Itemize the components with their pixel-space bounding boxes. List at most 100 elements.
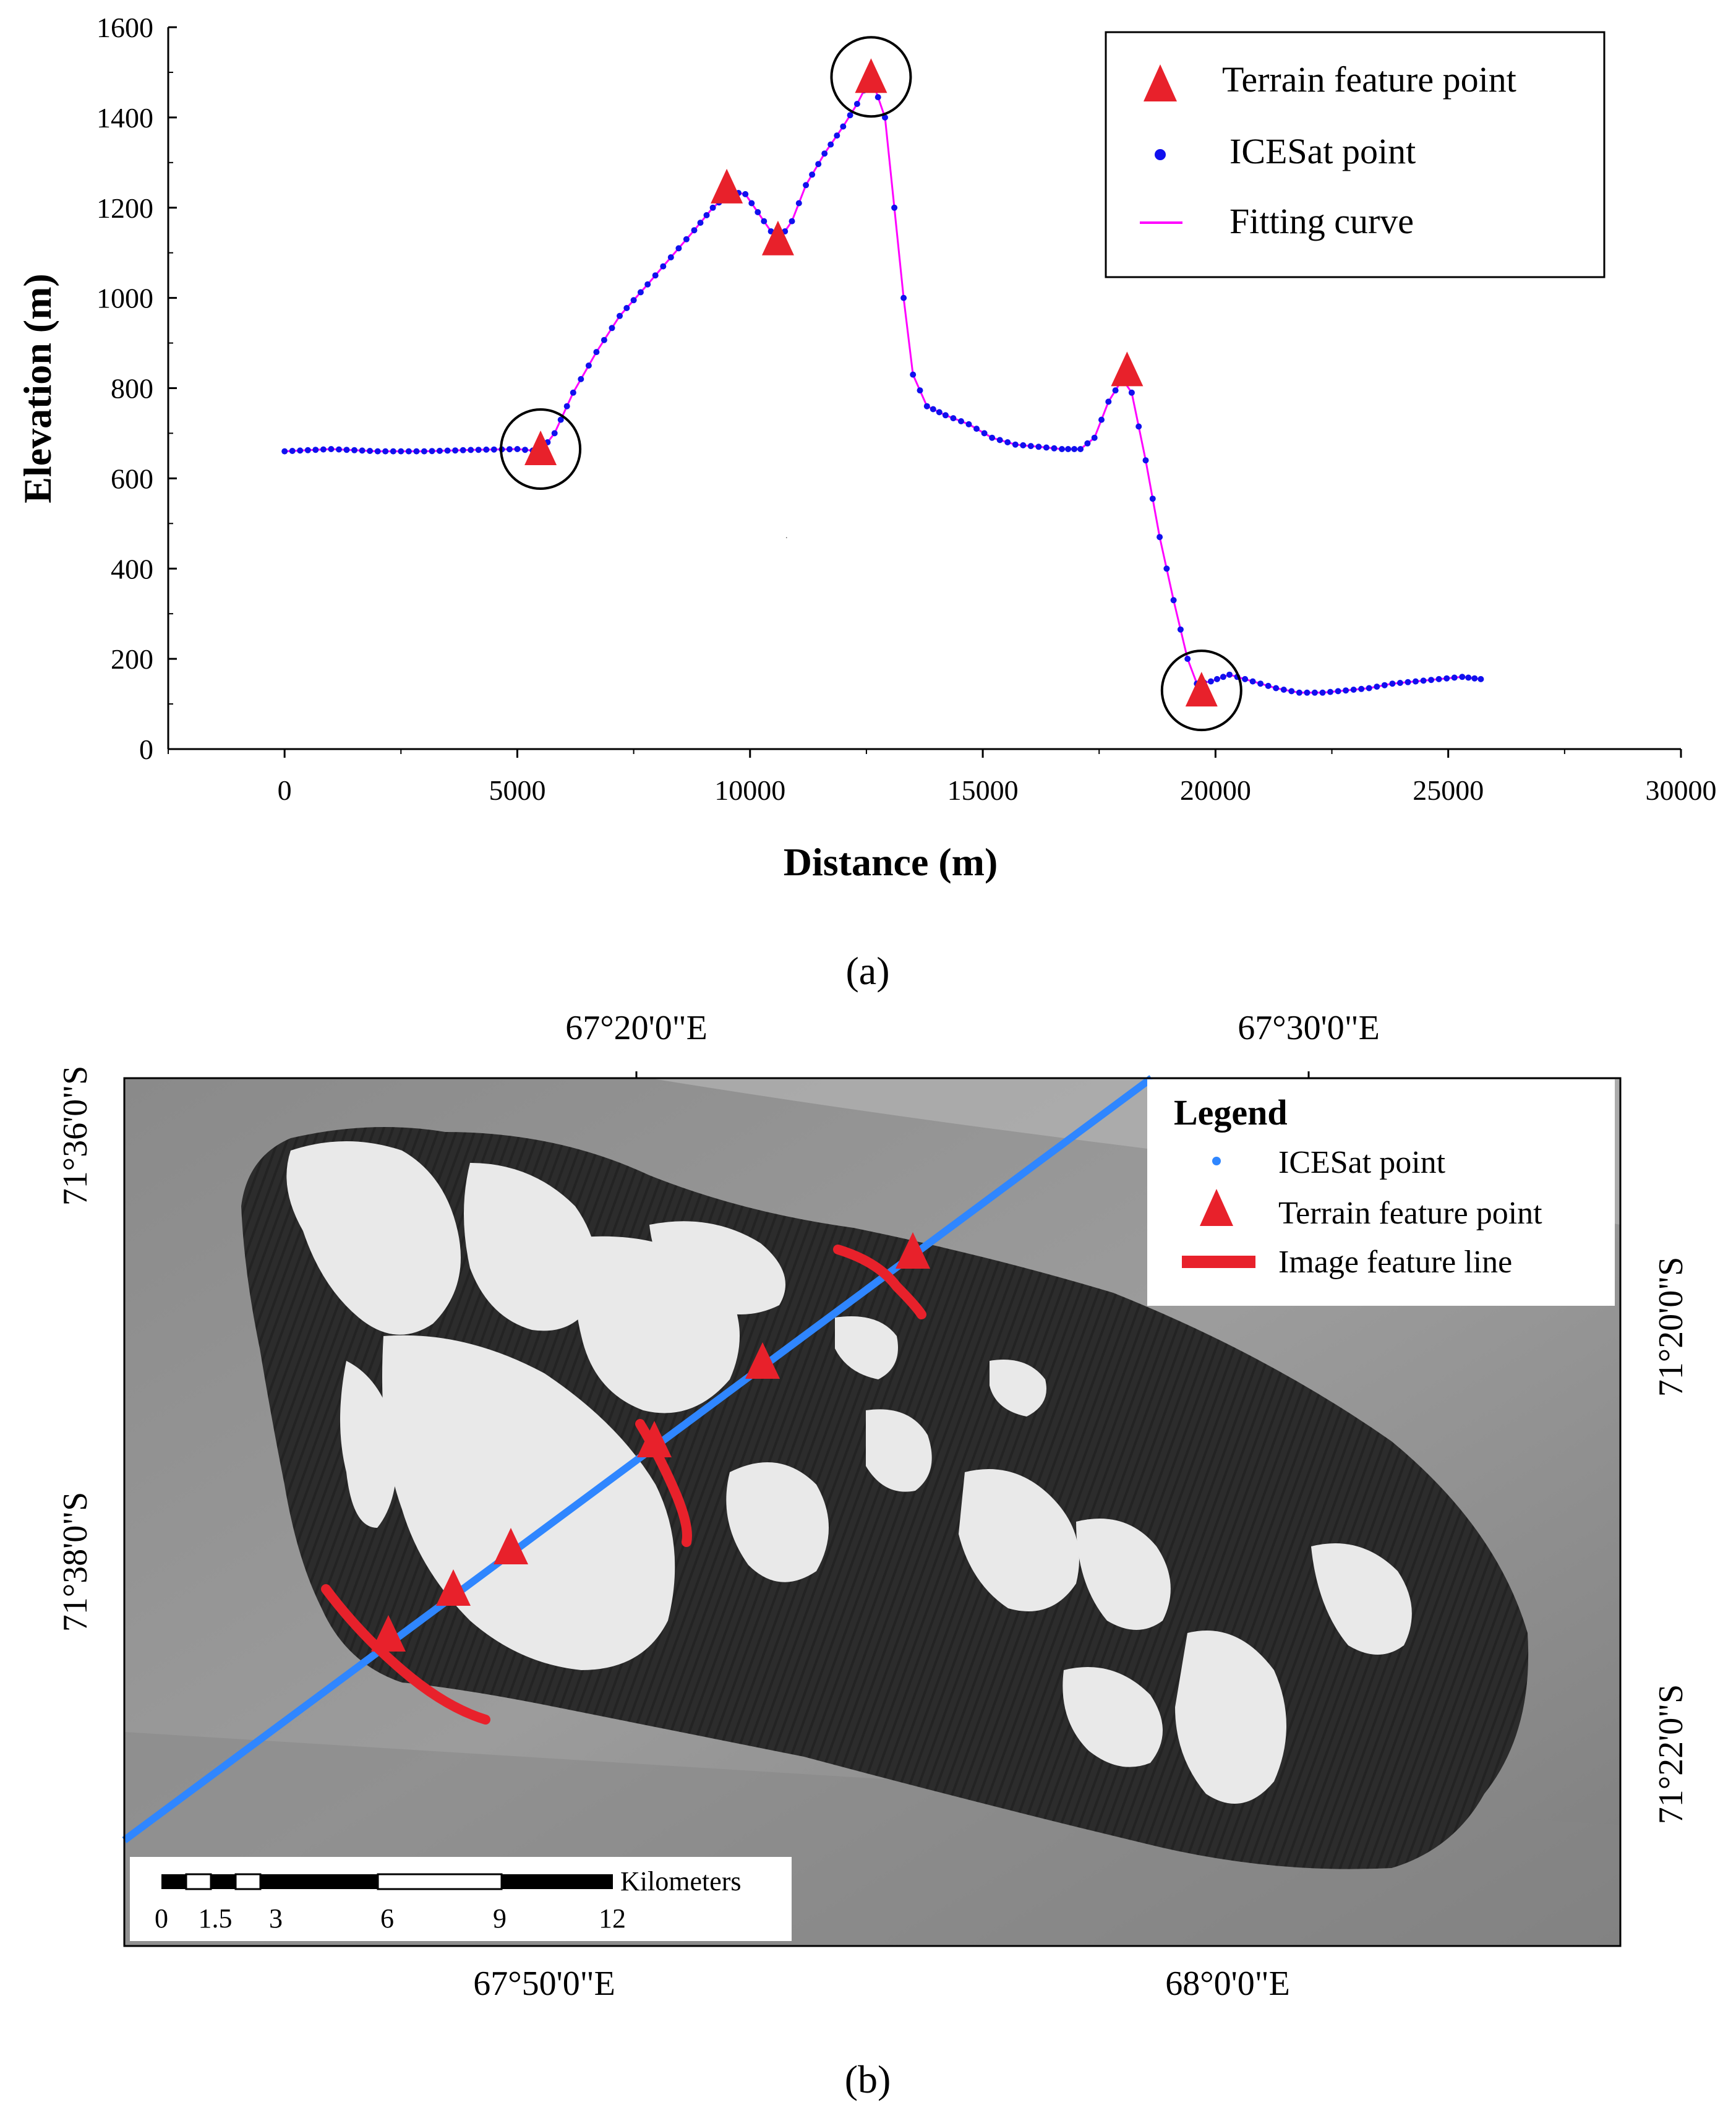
icesat-point	[675, 245, 682, 252]
icesat-point	[1170, 597, 1177, 604]
icesat-point	[1084, 440, 1091, 447]
y-tick-label: 1600	[96, 12, 153, 43]
y-tick-label: 1000	[96, 283, 153, 314]
icesat-point	[1142, 457, 1149, 464]
map-feature-point	[436, 1569, 471, 1606]
map-frame	[123, 1077, 1622, 1947]
icesat-point	[343, 447, 350, 453]
map-feature-point	[494, 1528, 528, 1564]
icesat-point	[1471, 675, 1478, 682]
icesat-point	[789, 218, 795, 225]
map-right-label-2: 71°22'0"S	[1652, 1684, 1690, 1825]
icesat-point	[923, 403, 930, 409]
scale-label-1-5: 1.5	[199, 1903, 233, 1934]
icesat-point	[989, 434, 996, 441]
x-tick-label: 5000	[489, 774, 545, 806]
icesat-point	[1381, 682, 1388, 688]
terrain-feature-point	[855, 58, 887, 93]
icesat-point	[1220, 674, 1226, 680]
icesat-point	[1343, 687, 1349, 694]
icesat-point	[1405, 679, 1411, 685]
map-legend: Legend ICESat point Terrain feature poin…	[1147, 1079, 1615, 1306]
icesat-point	[936, 409, 943, 416]
icesat-point	[1273, 685, 1280, 692]
icesat-point	[297, 447, 304, 454]
icesat-point	[691, 227, 698, 234]
icesat-point	[312, 447, 319, 453]
icesat-point	[1071, 446, 1078, 452]
icesat-point	[421, 448, 427, 455]
icesat-point	[853, 101, 860, 107]
icesat-point	[973, 426, 980, 432]
icesat-point	[795, 200, 802, 207]
icesat-point	[320, 446, 327, 453]
icesat-track	[122, 1075, 1154, 1843]
map-feature-point	[745, 1342, 780, 1379]
icesat-point	[468, 447, 474, 453]
icesat-point	[578, 375, 584, 382]
icesat-point	[328, 446, 335, 452]
scale-label-12: 12	[599, 1903, 626, 1934]
y-tick-label: 1200	[96, 192, 153, 224]
x-tick-label: 15000	[947, 774, 1019, 806]
icesat-point	[1077, 446, 1084, 452]
x-tick-labels: 0 5000 10000 15000 20000 25000 30000	[278, 774, 1717, 806]
scale-bar-unit: Kilometers	[620, 1866, 742, 1897]
terrain-feature-point	[711, 168, 743, 204]
icesat-point	[304, 447, 311, 453]
icesat-point	[755, 209, 761, 215]
icesat-point	[413, 448, 420, 455]
icesat-point	[803, 182, 810, 189]
icesat-point	[336, 446, 342, 453]
map-right-label-1: 71°20'0"S	[1652, 1257, 1690, 1397]
icesat-point	[874, 94, 881, 101]
icesat-point	[1413, 678, 1419, 685]
icesat-point	[289, 448, 296, 454]
icesat-point	[1157, 534, 1163, 541]
map-legend-label-feature-line: Image feature line	[1278, 1245, 1512, 1280]
icesat-point	[374, 448, 381, 455]
icesat-point	[981, 430, 988, 437]
icesat-point	[483, 446, 490, 453]
icesat-point	[1451, 674, 1458, 681]
icesat-point	[557, 416, 564, 423]
elevation-chart: 0 200 400 600 800 1000 1200 1400 1600 0 5000 10000…	[15, 12, 1717, 884]
icesat-point	[1012, 441, 1019, 448]
icesat-point	[644, 281, 651, 288]
y-axis-title: Elevation (m)	[15, 273, 59, 504]
icesat-point	[1149, 495, 1156, 502]
icesat-point	[1265, 682, 1272, 689]
icesat-point	[709, 204, 716, 211]
icesat-point	[1374, 684, 1380, 690]
scale-label-0: 0	[155, 1903, 168, 1934]
icesat-point	[1335, 688, 1341, 695]
icesat-point	[1366, 685, 1372, 692]
icesat-point	[748, 200, 755, 207]
icesat-point	[460, 447, 466, 453]
highlight-circle	[1160, 649, 1242, 732]
icesat-point	[815, 161, 822, 168]
icesat-point	[942, 412, 949, 419]
icesat-point	[652, 272, 659, 279]
x-axis-title: Distance (m)	[784, 840, 998, 884]
icesat-point	[965, 421, 972, 427]
icesat-point	[617, 312, 623, 319]
icesat-point	[609, 325, 615, 332]
map-top-label-1: 67°20'0"E	[565, 1009, 708, 1047]
icesat-point	[930, 406, 936, 413]
icesat-point	[910, 371, 917, 378]
icesat-point	[1177, 626, 1184, 633]
icesat-point	[834, 132, 840, 139]
legend-label-icesat: ICESat point	[1229, 131, 1416, 171]
icesat-point	[351, 447, 357, 453]
map-left-label-1: 71°36'0"S	[56, 1066, 95, 1206]
x-tick-label: 10000	[714, 774, 785, 806]
y-tick-label: 200	[111, 643, 153, 675]
icesat-point	[827, 141, 834, 148]
icesat-point	[1257, 680, 1264, 687]
x-tick-label: 30000	[1646, 774, 1717, 806]
highlight-circle	[500, 408, 582, 490]
icesat-point	[437, 447, 443, 454]
icesat-point	[1396, 680, 1403, 686]
terrain-feature-point	[1111, 351, 1144, 387]
